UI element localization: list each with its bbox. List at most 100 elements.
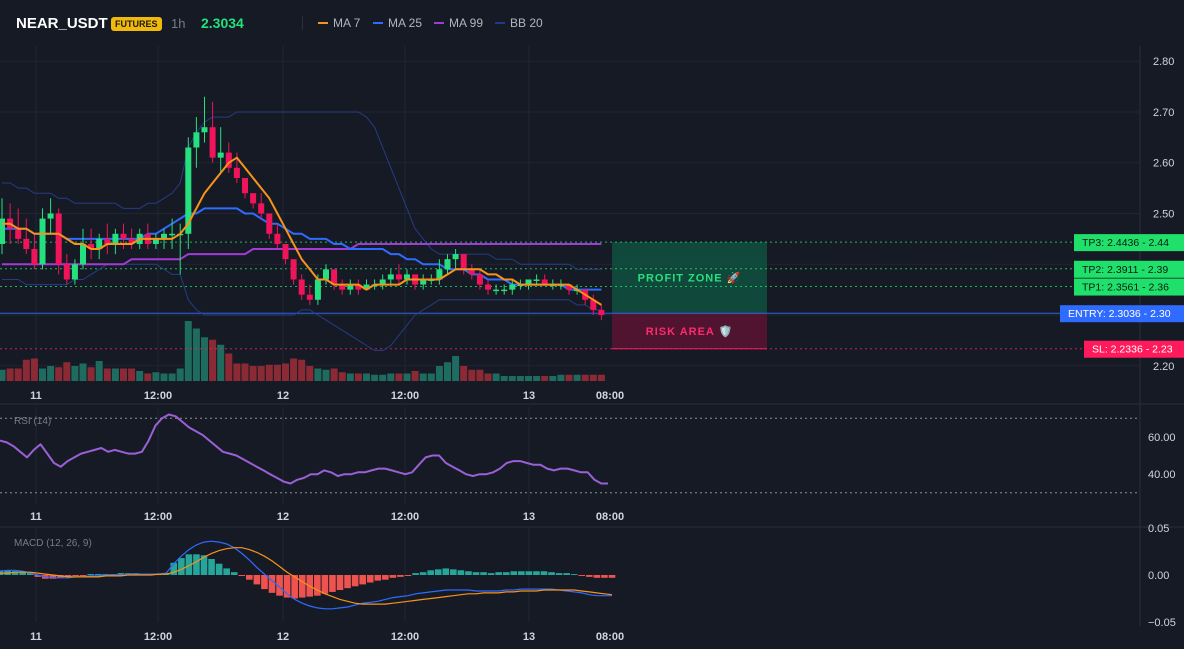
candle-down [566,284,572,290]
volume-bar [387,373,395,381]
candle-down [88,243,95,250]
symbol-name[interactable]: NEAR_USDT [16,15,108,32]
legend-ma7[interactable]: MA 7 [318,16,360,30]
macd-histogram-bar [570,574,578,576]
candle-up [169,233,176,236]
candle-down [355,284,362,290]
volume-bar [184,321,192,381]
macd-histogram-bar [510,571,518,575]
time-tick-label: 08:00 [596,511,624,523]
rsi-tick-label: 40.00 [1148,469,1176,481]
macd-histogram-bar [49,575,57,579]
time-tick-label: 11 [30,511,42,523]
volume-bar [168,373,176,381]
candle-down [395,274,402,280]
volume-bar [346,373,354,381]
volume-bar [71,366,79,381]
volume-bar [63,362,71,381]
macd-histogram-bar [246,575,253,580]
chart-header: NEAR_USDT FUTURES 1h 2.3034 MA 7 MA 25 M… [0,0,1184,46]
volume-bar [419,373,427,381]
time-tick-label: 08:00 [596,631,624,643]
candle-down [23,238,30,250]
candle-down [274,233,281,244]
time-tick-label: 12:00 [391,390,419,402]
bb-upper-line [2,111,602,270]
volume-bar [322,369,330,381]
macd-histogram-bar [540,571,548,575]
volume-bar [192,328,200,381]
time-tick-label: 13 [523,511,535,523]
candle-down [31,249,38,265]
macd-histogram-bar [170,562,178,575]
time-tick-label: 12:00 [144,631,172,643]
macd-histogram-bar [193,554,200,575]
volume-bar [136,371,144,381]
candle-down [541,279,548,285]
level-tag-label: TP2: 2.3911 - 2.39 [1082,264,1168,276]
volume-bar [363,373,370,381]
time-tick-label: 11 [30,390,42,402]
macd-histogram-bar [555,573,563,575]
volume-bar [306,366,314,381]
time-tick-label: 12 [277,511,289,523]
macd-histogram-bar [359,575,366,585]
macd-tick-label: 0.00 [1148,570,1169,582]
volume-bar [14,368,22,381]
volume-bar [22,359,30,381]
volume-bar [460,366,468,381]
candle-down [468,269,475,275]
volume-bar [160,373,168,381]
level-tag-label: SL: 2.2336 - 2.23 [1092,344,1173,356]
macd-histogram-bar [434,569,442,575]
macd-histogram-bar [261,575,268,590]
ma7-line [2,156,602,306]
macd-histogram-bar [374,575,382,581]
legend-ma99[interactable]: MA 99 [434,16,483,30]
volume-bar [533,376,541,381]
timeframe-label[interactable]: 1h [171,16,186,31]
ma7-label: MA 7 [333,16,361,30]
macd-histogram-bar [283,575,291,598]
macd-histogram-bar [215,563,223,575]
candle-up [420,279,427,285]
macd-histogram-bar [442,568,450,575]
volume-bar [444,362,451,381]
volume-bar [144,373,152,381]
macd-histogram-bar [230,572,238,575]
macd-histogram-bar [185,554,193,575]
legend-bb20[interactable]: BB 20 [495,16,543,30]
macd-histogram-bar [563,573,570,575]
macd-histogram-bar [72,575,79,576]
volume-bar [589,374,597,381]
candle-down [306,294,313,300]
volume-bar [201,337,208,381]
time-tick-label: 13 [523,390,535,402]
ma99-swatch [434,22,444,24]
volume-bar [55,367,63,381]
price-tick-label: 2.50 [1153,209,1174,221]
bb20-swatch [495,22,505,24]
macd-histogram-bar [298,575,306,598]
macd-histogram-bar [351,575,359,587]
candle-up [501,289,508,292]
volume-bar [290,358,298,381]
volume-bar [557,374,565,381]
macd-histogram-bar [487,573,495,575]
volume-bar [241,363,249,381]
candle-down [460,254,467,270]
volume-bar [581,374,589,381]
legend-ma25[interactable]: MA 25 [373,16,422,30]
candle-down [258,203,265,214]
macd-histogram-bar [548,572,555,575]
candle-down [104,238,111,244]
candle-up [452,254,459,260]
macd-histogram-bar [19,571,26,575]
volume-bar [484,373,492,381]
candle-up [80,243,86,265]
volume-bar [516,376,524,381]
profit-zone [612,242,767,314]
macd-histogram-bar [321,575,329,594]
macd-signal-line [0,547,613,605]
